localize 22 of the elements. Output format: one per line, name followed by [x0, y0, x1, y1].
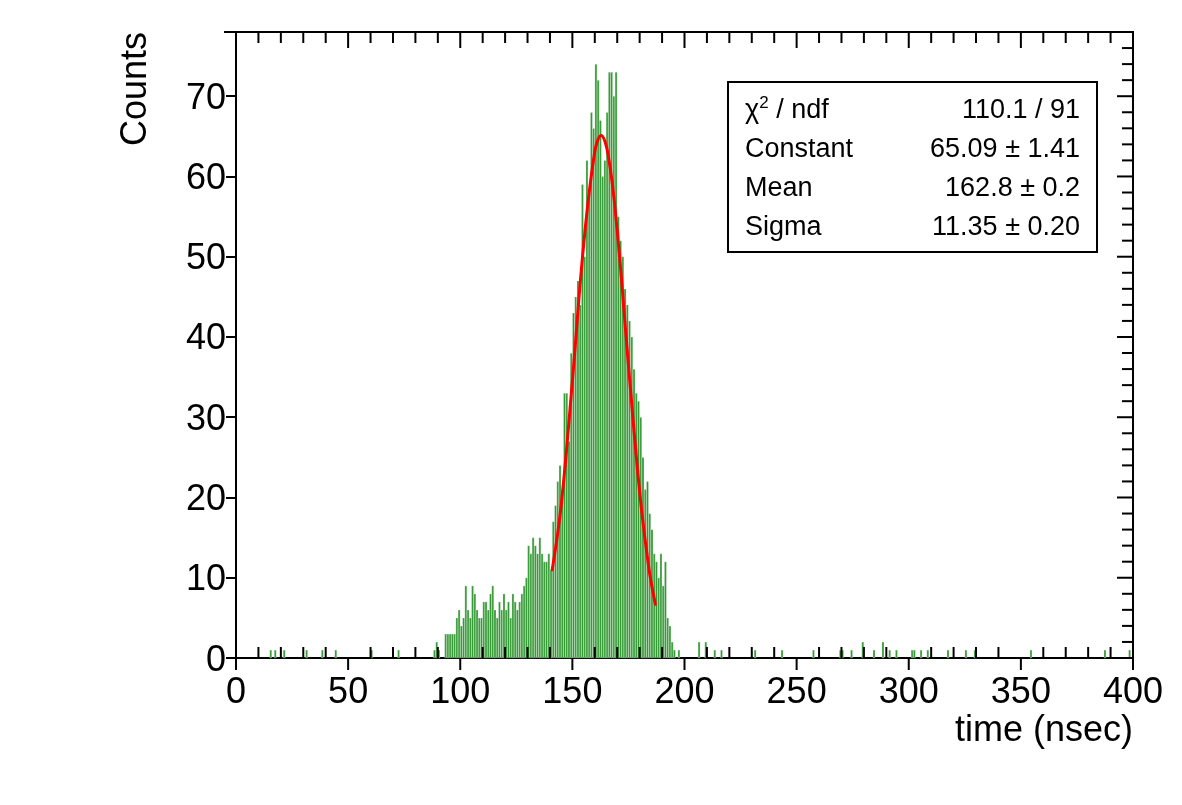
annotation: Mean	[745, 171, 813, 202]
x-tick-label: 300	[878, 669, 939, 711]
y-tick-label: 60	[185, 155, 226, 197]
annotation: 65.09 ± 1.41	[930, 132, 1080, 163]
x-tick-label: 50	[328, 669, 369, 711]
y-tick-label: 20	[185, 476, 226, 518]
x-tick-label: 200	[654, 669, 715, 711]
y-tick-label: 0	[205, 637, 226, 679]
y-axis-title: Counts	[112, 32, 154, 147]
y-tick-label: 40	[185, 316, 226, 358]
annotation: 11.35 ± 0.20	[932, 210, 1080, 241]
x-tick-label: 150	[542, 669, 603, 711]
annotation: Sigma	[745, 210, 823, 241]
y-tick-label: 30	[185, 396, 226, 438]
annotation: Constant	[745, 132, 854, 163]
annotation: 162.8 ± 0.2	[945, 171, 1080, 202]
annotation: 110.1 / 91	[961, 93, 1080, 124]
x-tick-label: 250	[766, 669, 827, 711]
y-tick-label: 70	[185, 75, 226, 117]
x-tick-label: 100	[430, 669, 491, 711]
y-tick-label: 50	[185, 236, 226, 278]
y-tick-label: 10	[185, 557, 226, 599]
